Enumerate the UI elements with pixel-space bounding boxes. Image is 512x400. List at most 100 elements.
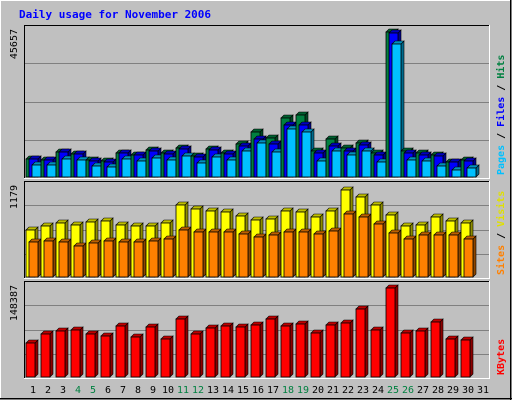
bar-sites-day-11: [178, 226, 192, 278]
bar-face: [388, 232, 399, 278]
bar-kbytes-day-12: [190, 330, 204, 378]
series-label-pages: Pages: [496, 145, 507, 175]
panel-visits-sites: 1179 Sites / Visits: [9, 181, 507, 279]
bar-depth: [427, 231, 432, 278]
bar-face: [361, 150, 372, 178]
bar-depth: [439, 318, 444, 378]
bar-face: [283, 231, 294, 278]
bar-face: [118, 241, 129, 278]
bar-kbytes-day-27: [415, 327, 429, 378]
bar-kbytes-day-1: [25, 339, 39, 378]
bar-sites-day-28: [433, 231, 447, 278]
bar-kbytes-day-21: [325, 321, 339, 378]
x-tick-label-day-18: 18: [282, 385, 294, 396]
bar-kbytes-day-19: [295, 320, 309, 378]
bar-depth: [442, 231, 447, 278]
bar-depth: [139, 333, 144, 378]
bar-depth: [169, 335, 174, 378]
bar-depth: [274, 315, 279, 378]
bar-depth: [454, 335, 459, 378]
bar-depth: [409, 329, 414, 378]
bar-face: [325, 324, 336, 378]
x-tick-label-day-17: 17: [267, 385, 279, 396]
x-tick-label-day-27: 27: [417, 385, 429, 396]
bar-depth: [229, 322, 234, 378]
bar-kbytes-day-7: [115, 322, 129, 378]
bar-face: [403, 238, 414, 278]
bar-sites-day-13: [208, 228, 222, 278]
x-tick-label-day-2: 2: [45, 385, 51, 396]
bar-face: [133, 241, 144, 278]
bar-face: [463, 238, 474, 278]
bar-face: [406, 159, 417, 178]
bar-face: [73, 245, 84, 278]
bar-depth: [457, 231, 462, 278]
x-tick-label-day-4: 4: [75, 385, 81, 396]
x-tick-label-day-7: 7: [120, 385, 126, 396]
bar-sites-day-22: [343, 210, 357, 278]
bar-depth: [172, 235, 177, 278]
chart-panels: 45657 Pages / Files / Hits 1179 Sites / Vis…: [9, 25, 507, 379]
bar-face: [340, 322, 351, 378]
x-tick-label-day-20: 20: [312, 385, 324, 396]
bar-sites-day-2: [43, 237, 57, 278]
bar-depth: [142, 238, 147, 278]
bar-face: [385, 287, 396, 378]
bar-face: [280, 325, 291, 378]
bar-depth: [67, 238, 72, 278]
panel-max-label: 45657: [9, 29, 20, 59]
bar-face: [175, 318, 186, 378]
x-tick-label-day-26: 26: [402, 385, 414, 396]
series-label-kbytes: KBytes: [496, 339, 507, 375]
bar-kbytes-day-15: [235, 323, 249, 378]
bar-kbytes-day-8: [130, 333, 144, 378]
bar-face: [253, 236, 264, 278]
bar-sites-day-10: [163, 235, 177, 278]
bar-kbytes-day-2: [40, 330, 54, 378]
bar-kbytes-day-3: [55, 327, 69, 378]
panel-max-label: 148387: [9, 285, 20, 321]
bar-face: [268, 234, 279, 278]
bar-depth: [319, 329, 324, 378]
panel-hits-files-pages: 45657 Pages / Files / Hits: [9, 25, 507, 179]
bar-depth: [82, 242, 87, 278]
bar-sites-day-5: [88, 239, 102, 278]
bar-face: [250, 324, 261, 378]
bar-face: [226, 159, 237, 178]
bar-kbytes-day-13: [205, 324, 219, 378]
bar-face: [103, 240, 114, 278]
bar-depth: [64, 327, 69, 378]
bar-face: [145, 326, 156, 378]
bar-depth: [34, 339, 39, 378]
bar-face: [106, 166, 117, 178]
bar-depth: [187, 226, 192, 278]
bar-face: [445, 338, 456, 378]
bar-face: [295, 323, 306, 378]
x-tick-label-day-28: 28: [432, 385, 444, 396]
bar-face: [343, 213, 354, 278]
bar-face: [88, 242, 99, 278]
bar-face: [451, 169, 462, 178]
bar-kbytes-day-24: [370, 326, 384, 378]
bar-depth: [97, 239, 102, 278]
bar-kbytes-day-18: [280, 322, 294, 378]
bar-face: [61, 158, 72, 178]
bar-sites-day-14: [223, 228, 237, 278]
bar-depth: [79, 326, 84, 378]
bar-sites-day-8: [133, 238, 147, 278]
bar-face: [316, 160, 327, 178]
bar-face: [148, 240, 159, 278]
bar-face: [373, 223, 384, 278]
series-label-files: Files: [495, 97, 507, 127]
x-tick-label-day-22: 22: [342, 385, 354, 396]
bar-depth: [292, 228, 297, 278]
bar-sites-day-26: [403, 235, 417, 278]
bar-depth: [337, 227, 342, 278]
bar-depth: [304, 320, 309, 378]
bar-face: [181, 155, 192, 178]
bar-face: [436, 165, 447, 178]
bar-depth: [412, 235, 417, 278]
bar-sites-day-25: [388, 229, 402, 278]
bar-kbytes-day-23: [355, 305, 369, 378]
